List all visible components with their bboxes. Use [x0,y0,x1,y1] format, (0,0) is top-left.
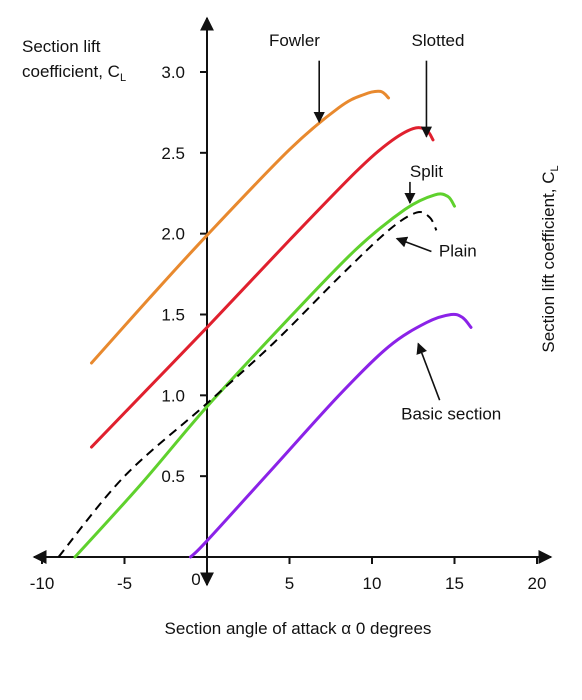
x-tick-label: 5 [285,574,294,593]
y-tick-label: 2.0 [161,225,185,244]
y-axis-label-left-line1: Section lift [22,37,101,56]
annotation-basic-section: Basic section [401,405,501,424]
y-axis-label-left-main: coefficient, C [22,62,120,81]
x-tick-label: 10 [363,574,382,593]
annotation-plain: Plain [439,241,477,260]
series-line-split [75,194,455,557]
y-axis-label-right-main: Section lift coefficient, C [539,172,558,353]
y-axis-label-right-subscript: L [549,165,561,171]
annotation-slotted: Slotted [412,31,465,50]
annotation-split: Split [410,162,443,181]
y-tick-label: 3.0 [161,63,185,82]
origin-label: 0 [191,570,200,589]
axes [34,18,551,585]
y-axis-label-left-subscript: L [120,72,126,84]
x-tick-label: -5 [117,574,132,593]
x-tick-label: 20 [528,574,547,593]
annotation-arrow-basic-section [418,344,439,401]
ticks: -10 -5 5 10 15 20 0.5 1.0 1.5 2.0 2.5 3.0 [30,63,547,593]
y-tick-label: 2.5 [161,144,185,163]
x-tick-label: 15 [445,574,464,593]
series-line-fowler [92,91,389,363]
y-axis-label-left-line2: coefficient, CL [22,62,126,84]
annotation-fowler: Fowler [269,31,320,50]
y-tick-label: 1.0 [161,386,185,405]
series-line-basic-section [191,314,472,557]
x-tick-label: -10 [30,574,55,593]
annotation-arrow-plain [397,239,432,252]
y-tick-label: 1.5 [161,305,185,324]
y-tick-label: 0.5 [161,467,185,486]
x-axis-label: Section angle of attack α 0 degrees [165,619,432,638]
series-line-plain [59,212,437,557]
y-axis-label-right: Section lift coefficient, CL [539,165,561,352]
